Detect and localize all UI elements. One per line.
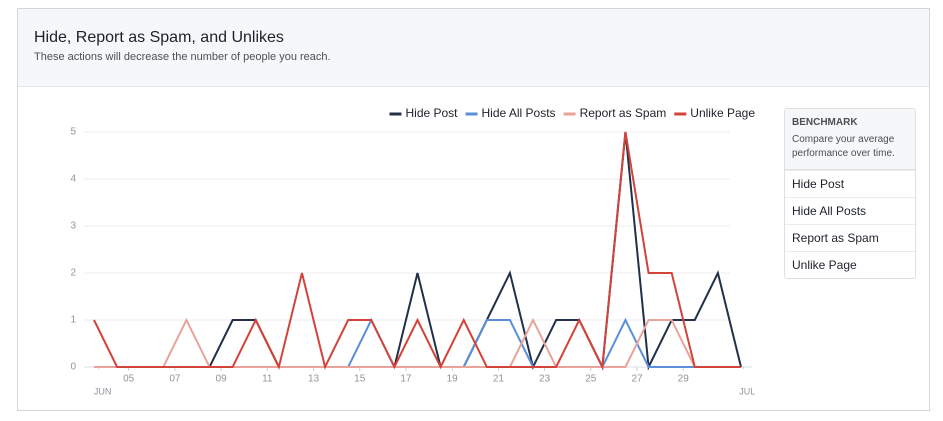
y-tick-label: 1	[70, 315, 76, 326]
y-tick-label: 5	[70, 127, 76, 138]
x-tick-label: JUN	[94, 386, 112, 396]
x-tick-label: 11	[262, 374, 273, 385]
benchmark-item[interactable]: Hide All Posts	[785, 197, 915, 224]
benchmark-item[interactable]: Unlike Page	[785, 251, 915, 278]
benchmark: BENCHMARK Compare your average performan…	[784, 108, 916, 279]
benchmark-title: BENCHMARK	[792, 117, 858, 128]
x-tick-label: 09	[216, 374, 228, 385]
x-tick-label: 17	[400, 374, 412, 385]
x-tick-label: 05	[123, 374, 135, 385]
benchmark-item[interactable]: Hide Post	[785, 170, 915, 197]
x-tick-label: JUL	[739, 386, 755, 396]
x-tick-label: 07	[169, 374, 181, 385]
panel: Hide, Report as Spam, and Unlikes These …	[17, 8, 930, 411]
series-line	[93, 131, 741, 371]
legend-label: Hide Post	[405, 106, 458, 120]
x-tick-label: 19	[447, 374, 459, 385]
panel-subtitle: These actions will decrease the number o…	[34, 51, 331, 63]
x-tick-label: 15	[354, 374, 366, 385]
x-tick-label: 27	[631, 374, 643, 385]
panel-header: Hide, Report as Spam, and Unlikes These …	[18, 9, 929, 87]
legend-label: Hide All Posts	[482, 106, 556, 120]
benchmark-header: BENCHMARK Compare your average performan…	[785, 109, 915, 170]
x-tick-label: 25	[585, 374, 597, 385]
legend-label: Report as Spam	[580, 106, 667, 120]
y-tick-label: 4	[70, 174, 76, 185]
x-tick-label: 13	[308, 374, 320, 385]
benchmark-item[interactable]: Report as Spam	[785, 224, 915, 251]
x-tick-label: 23	[539, 374, 551, 385]
panel-title: Hide, Report as Spam, and Unlikes	[34, 29, 284, 46]
legend-label: Unlike Page	[690, 106, 755, 120]
y-tick-label: 0	[70, 362, 76, 373]
series-line	[94, 317, 741, 368]
benchmark-description: Compare your average performance over ti…	[792, 134, 895, 159]
y-tick-label: 2	[70, 268, 76, 279]
x-tick-label: 21	[493, 374, 505, 385]
x-tick-label: 29	[678, 374, 690, 385]
y-tick-label: 3	[70, 221, 76, 232]
